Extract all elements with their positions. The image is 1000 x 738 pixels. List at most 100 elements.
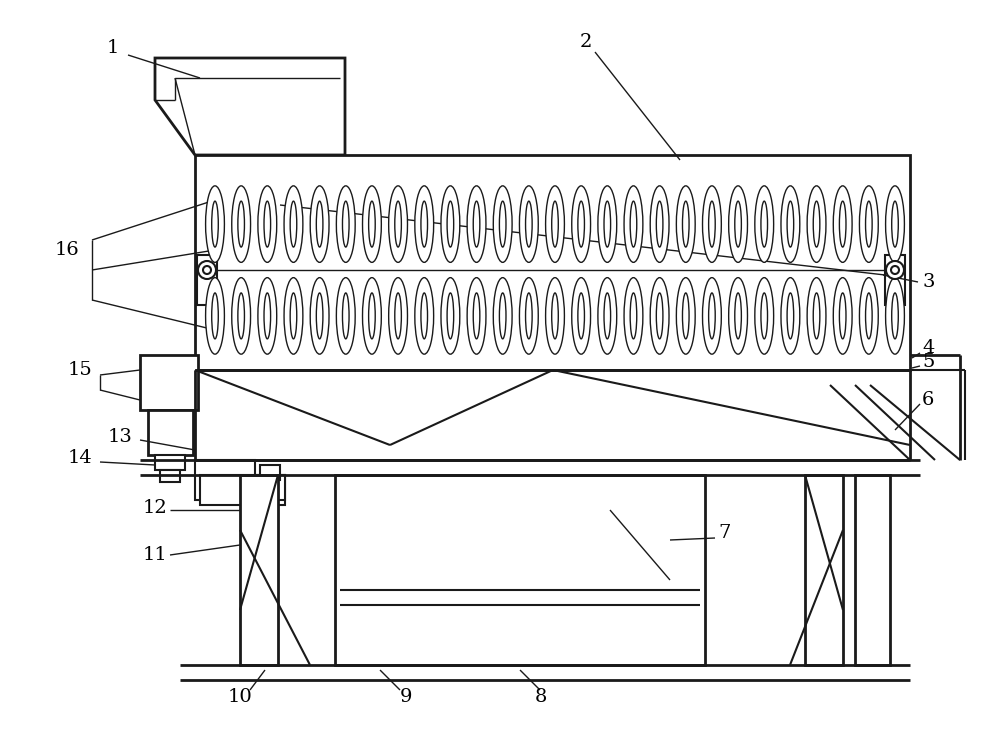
Ellipse shape [787, 293, 794, 339]
Ellipse shape [703, 277, 721, 354]
Ellipse shape [755, 186, 774, 262]
Circle shape [891, 266, 899, 274]
Ellipse shape [630, 201, 637, 247]
Bar [855, 475, 890, 665]
Text: 3: 3 [922, 273, 934, 291]
Bar [140, 355, 198, 410]
Ellipse shape [206, 277, 224, 354]
Bar [195, 460, 255, 500]
Text: 10: 10 [228, 688, 253, 706]
Ellipse shape [441, 186, 460, 262]
Ellipse shape [232, 186, 251, 262]
Ellipse shape [682, 201, 689, 247]
Ellipse shape [493, 186, 512, 262]
Ellipse shape [892, 201, 898, 247]
Ellipse shape [886, 277, 904, 354]
Ellipse shape [310, 186, 329, 262]
Ellipse shape [886, 186, 904, 262]
Ellipse shape [604, 293, 611, 339]
Ellipse shape [290, 201, 297, 247]
Ellipse shape [389, 186, 407, 262]
Ellipse shape [676, 277, 695, 354]
Ellipse shape [598, 277, 617, 354]
Circle shape [203, 266, 211, 274]
Bar [160, 470, 180, 482]
Text: 8: 8 [535, 688, 547, 706]
Bar [335, 475, 705, 665]
Ellipse shape [421, 293, 428, 339]
Ellipse shape [447, 201, 454, 247]
Ellipse shape [499, 293, 506, 339]
Ellipse shape [336, 186, 355, 262]
Ellipse shape [526, 201, 532, 247]
Ellipse shape [467, 277, 486, 354]
Ellipse shape [519, 277, 538, 354]
Ellipse shape [839, 201, 846, 247]
Ellipse shape [676, 186, 695, 262]
Ellipse shape [264, 201, 271, 247]
Ellipse shape [781, 277, 800, 354]
Ellipse shape [290, 293, 297, 339]
Ellipse shape [369, 201, 375, 247]
Ellipse shape [284, 277, 303, 354]
Ellipse shape [833, 186, 852, 262]
Ellipse shape [212, 293, 218, 339]
Ellipse shape [363, 277, 381, 354]
Text: 7: 7 [718, 524, 730, 542]
Ellipse shape [552, 293, 558, 339]
Ellipse shape [859, 186, 878, 262]
Ellipse shape [866, 201, 872, 247]
Ellipse shape [656, 201, 663, 247]
Ellipse shape [813, 293, 820, 339]
Ellipse shape [650, 186, 669, 262]
Ellipse shape [630, 293, 637, 339]
Ellipse shape [598, 186, 617, 262]
Ellipse shape [735, 201, 741, 247]
Bar [155, 455, 185, 470]
Text: 13: 13 [108, 428, 133, 446]
Bar [200, 475, 285, 505]
Ellipse shape [316, 201, 323, 247]
Ellipse shape [546, 277, 564, 354]
Text: 5: 5 [922, 353, 934, 371]
Ellipse shape [839, 293, 846, 339]
Ellipse shape [238, 201, 244, 247]
Ellipse shape [859, 277, 878, 354]
Text: 1: 1 [107, 39, 119, 57]
Circle shape [886, 261, 904, 279]
Ellipse shape [519, 186, 538, 262]
Ellipse shape [703, 186, 721, 262]
Ellipse shape [336, 277, 355, 354]
Ellipse shape [369, 293, 375, 339]
Ellipse shape [447, 293, 454, 339]
Text: 12: 12 [143, 499, 168, 517]
Ellipse shape [342, 293, 349, 339]
Bar [240, 475, 278, 665]
Bar [885, 255, 905, 305]
Ellipse shape [761, 293, 768, 339]
Bar [255, 475, 285, 500]
Ellipse shape [650, 277, 669, 354]
Ellipse shape [363, 186, 381, 262]
Ellipse shape [709, 293, 715, 339]
Ellipse shape [709, 201, 715, 247]
Ellipse shape [212, 201, 218, 247]
Ellipse shape [546, 186, 564, 262]
Ellipse shape [624, 277, 643, 354]
Ellipse shape [781, 186, 800, 262]
Ellipse shape [441, 277, 460, 354]
Ellipse shape [572, 277, 591, 354]
Ellipse shape [552, 201, 558, 247]
Text: 14: 14 [68, 449, 93, 467]
Ellipse shape [578, 293, 584, 339]
Ellipse shape [232, 277, 251, 354]
Ellipse shape [729, 186, 747, 262]
Ellipse shape [415, 277, 434, 354]
Ellipse shape [342, 201, 349, 247]
Ellipse shape [526, 293, 532, 339]
Circle shape [198, 261, 216, 279]
Ellipse shape [206, 186, 224, 262]
Ellipse shape [729, 277, 747, 354]
Ellipse shape [761, 201, 768, 247]
Bar [195, 155, 910, 370]
